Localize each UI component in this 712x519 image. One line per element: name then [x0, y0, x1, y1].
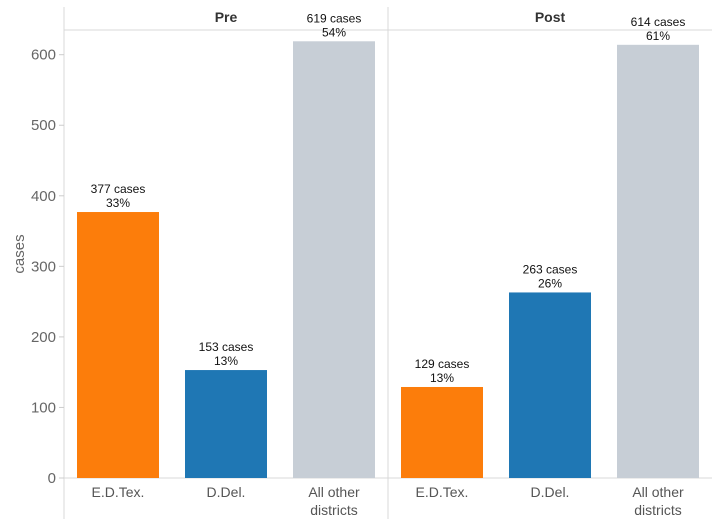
- bar-percent-label: 33%: [106, 196, 130, 210]
- category-label: D.Del.: [531, 484, 570, 500]
- bar-cases-label: 619 cases: [307, 11, 362, 25]
- y-tick-label: 0: [48, 470, 56, 487]
- category-label: All other: [632, 484, 684, 500]
- bar: [401, 386, 483, 478]
- category-label: E.D.Tex.: [416, 484, 469, 500]
- category-label: All other: [308, 484, 360, 500]
- bar-cases-label: 614 cases: [631, 15, 686, 29]
- bar-percent-label: 13%: [214, 354, 238, 368]
- bar-percent-label: 54%: [322, 25, 346, 39]
- y-tick-label: 100: [31, 399, 56, 416]
- bar-cases-label: 377 cases: [91, 182, 146, 196]
- y-axis: cases 0 100 200 300 400 500 600: [11, 47, 64, 487]
- bar: [293, 41, 375, 479]
- y-tick-label: 200: [31, 329, 56, 346]
- category-label: districts: [310, 502, 357, 518]
- chart-frame: [63, 7, 712, 519]
- panel-title: Post: [535, 9, 566, 25]
- category-label: districts: [634, 502, 681, 518]
- bar-cases-label: 129 cases: [415, 357, 470, 371]
- y-tick-label: 500: [31, 117, 56, 134]
- y-tick-label: 600: [31, 47, 56, 64]
- y-axis-title: cases: [11, 234, 28, 273]
- bar-cases-label: 153 cases: [199, 340, 254, 354]
- y-tick-label: 300: [31, 258, 56, 275]
- bar: [617, 44, 699, 479]
- bar: [509, 292, 591, 478]
- bar-cases-label: 263 cases: [523, 262, 578, 276]
- category-label: D.Del.: [207, 484, 246, 500]
- bar: [185, 370, 267, 478]
- bar-percent-label: 61%: [646, 29, 670, 43]
- bar-percent-label: 26%: [538, 276, 562, 290]
- category-label: E.D.Tex.: [92, 484, 145, 500]
- bar-percent-label: 13%: [430, 371, 454, 385]
- panel-title: Pre: [215, 9, 238, 25]
- bar: [77, 212, 159, 479]
- y-tick-label: 400: [31, 188, 56, 205]
